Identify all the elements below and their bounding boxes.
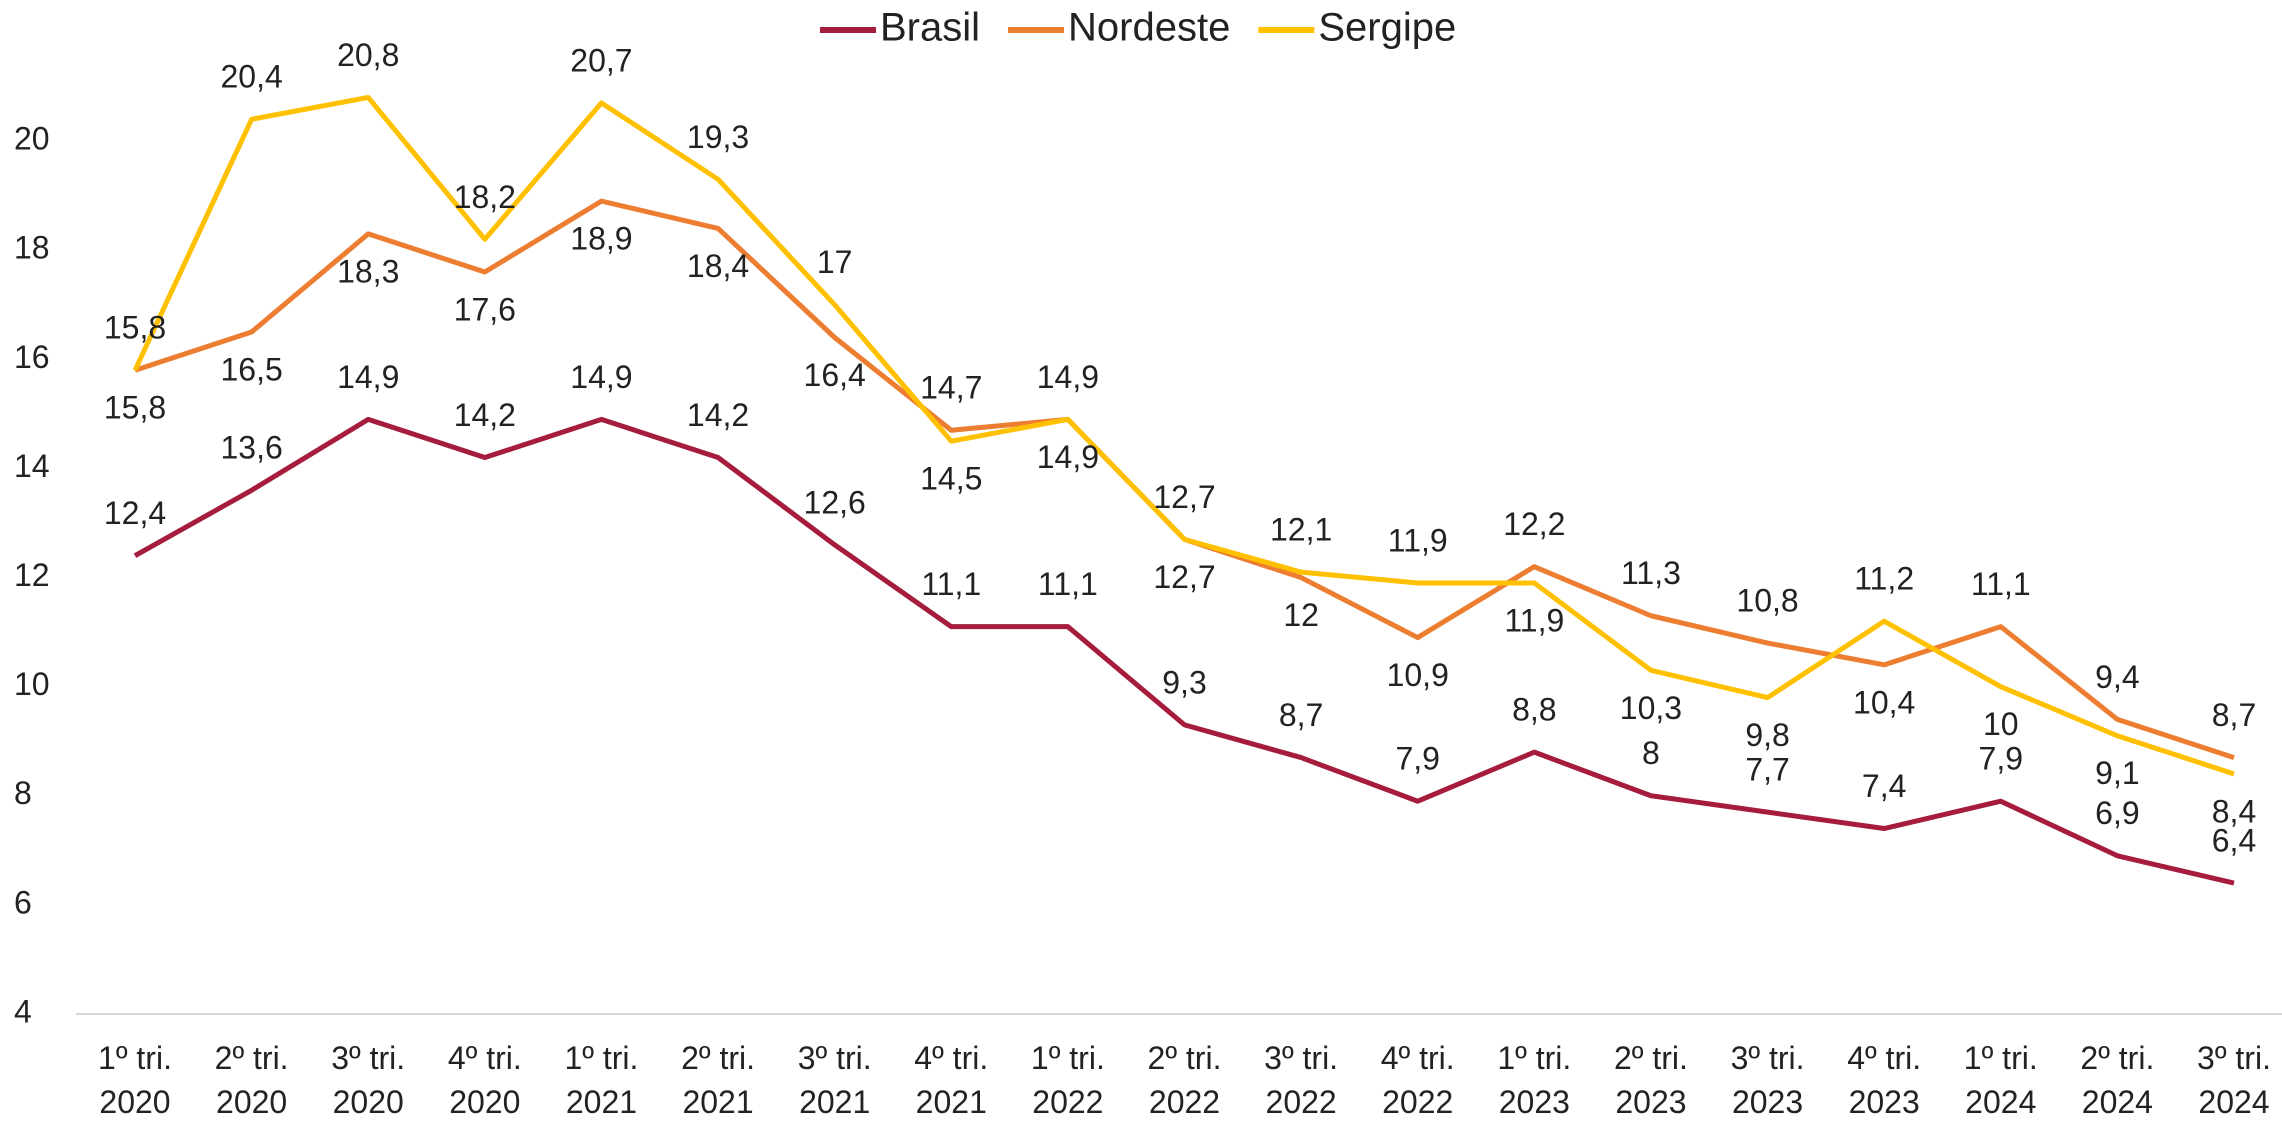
data-label: 12,1 bbox=[1270, 512, 1332, 548]
x-tick-label: 2º tri. 2022 bbox=[1147, 1040, 1222, 1120]
data-label: 7,7 bbox=[1745, 752, 1789, 788]
data-label: 7,9 bbox=[1395, 741, 1439, 777]
x-tick-label: 1º tri. 2020 bbox=[98, 1040, 172, 1120]
y-tick-label: 18 bbox=[14, 230, 50, 266]
x-tick-label: 2º tri. 2024 bbox=[2080, 1040, 2155, 1120]
data-label: 8,7 bbox=[2212, 697, 2256, 733]
data-label: 12,4 bbox=[104, 495, 166, 531]
data-label: 14,7 bbox=[920, 370, 982, 406]
line-series bbox=[133, 416, 2235, 886]
y-tick-label: 4 bbox=[14, 993, 32, 1029]
x-tick-label: 3º tri. 2023 bbox=[1730, 1040, 1805, 1120]
x-tick-label: 1º tri. 2024 bbox=[1963, 1040, 2038, 1120]
data-label: 18,2 bbox=[454, 179, 516, 215]
data-label: 17,6 bbox=[454, 291, 516, 327]
data-label: 6,9 bbox=[2095, 795, 2139, 831]
legend-label: Nordeste bbox=[1068, 6, 1230, 50]
y-tick-label: 14 bbox=[14, 448, 50, 484]
data-label: 10 bbox=[1983, 706, 2019, 742]
y-tick-label: 8 bbox=[14, 775, 32, 811]
data-label: 15,8 bbox=[104, 310, 166, 346]
legend-label: Sergipe bbox=[1318, 6, 1456, 50]
y-tick-label: 12 bbox=[14, 557, 50, 593]
data-label: 8 bbox=[1642, 735, 1660, 771]
data-label: 14,9 bbox=[337, 359, 399, 395]
data-label: 17 bbox=[817, 244, 853, 280]
data-label: 11,3 bbox=[1621, 555, 1681, 591]
data-label: 14,2 bbox=[454, 397, 516, 433]
data-label: 14,9 bbox=[570, 359, 632, 395]
data-label: 12,2 bbox=[1503, 506, 1565, 542]
data-label: 10,3 bbox=[1620, 690, 1682, 726]
data-label: 11,9 bbox=[1388, 522, 1448, 558]
y-tick-label: 16 bbox=[14, 339, 50, 375]
data-label: 11,1 bbox=[921, 566, 981, 602]
data-label: 9,8 bbox=[1745, 717, 1789, 753]
y-tick-label: 20 bbox=[14, 121, 50, 157]
x-tick-label: 2º tri. 2023 bbox=[1613, 1040, 1688, 1120]
data-label: 11,9 bbox=[1504, 602, 1564, 638]
data-label: 9,1 bbox=[2095, 755, 2139, 791]
data-label: 13,6 bbox=[220, 430, 282, 466]
y-tick-label: 6 bbox=[14, 884, 32, 920]
x-tick-label: 3º tri. 2021 bbox=[797, 1040, 872, 1120]
data-label: 7,9 bbox=[1979, 741, 2023, 777]
data-label: 12 bbox=[1283, 597, 1319, 633]
line-series bbox=[132, 94, 2235, 777]
data-label: 14,9 bbox=[1037, 439, 1099, 475]
data-label: 18,3 bbox=[337, 253, 399, 289]
data-label: 8,4 bbox=[2212, 793, 2256, 829]
legend-label: Brasil bbox=[880, 6, 980, 50]
data-label: 12,7 bbox=[1153, 559, 1215, 595]
data-label: 6,4 bbox=[2212, 823, 2256, 859]
x-tick-label: 4º tri. 2021 bbox=[914, 1040, 989, 1120]
data-label: 9,4 bbox=[2095, 659, 2139, 695]
x-tick-label: 4º tri. 2023 bbox=[1847, 1040, 1922, 1120]
data-label: 11,1 bbox=[1038, 566, 1098, 602]
data-label: 7,4 bbox=[1862, 768, 1906, 804]
x-tick-label: 1º tri. 2021 bbox=[564, 1040, 639, 1120]
data-label: 14,9 bbox=[1037, 359, 1099, 395]
x-tick-label: 4º tri. 2022 bbox=[1380, 1040, 1455, 1120]
y-tick-label: 10 bbox=[14, 666, 50, 702]
data-label: 16,5 bbox=[220, 352, 282, 388]
data-label: 18,9 bbox=[570, 221, 632, 257]
data-label: 8,8 bbox=[1512, 692, 1556, 728]
data-label: 16,4 bbox=[804, 357, 866, 393]
data-label: 14,5 bbox=[920, 461, 982, 497]
data-label: 15,8 bbox=[104, 390, 166, 426]
data-label: 12,7 bbox=[1153, 479, 1215, 515]
x-tick-label: 1º tri. 2023 bbox=[1497, 1040, 1572, 1120]
x-tick-label: 3º tri. 2024 bbox=[2197, 1040, 2271, 1120]
x-tick-label: 3º tri. 2020 bbox=[331, 1040, 406, 1120]
data-label: 20,4 bbox=[220, 59, 282, 95]
data-label: 10,4 bbox=[1853, 684, 1915, 720]
x-tick-label: 2º tri. 2020 bbox=[214, 1040, 289, 1120]
data-label: 20,7 bbox=[570, 42, 632, 78]
data-label: 11,2 bbox=[1854, 561, 1914, 597]
x-tick-label: 1º tri. 2022 bbox=[1030, 1040, 1105, 1120]
data-label: 19,3 bbox=[687, 119, 749, 155]
data-label: 10,8 bbox=[1736, 582, 1798, 618]
x-tick-label: 4º tri. 2020 bbox=[447, 1040, 522, 1120]
data-label: 11,1 bbox=[1971, 566, 2031, 602]
data-label: 18,4 bbox=[687, 248, 749, 284]
data-label: 14,2 bbox=[687, 397, 749, 433]
data-label: 10,9 bbox=[1387, 657, 1449, 693]
x-tick-label: 3º tri. 2022 bbox=[1264, 1040, 1339, 1120]
data-label: 20,8 bbox=[337, 37, 399, 73]
data-label: 9,3 bbox=[1162, 664, 1206, 700]
data-label: 12,6 bbox=[804, 484, 866, 520]
x-tick-label: 2º tri. 2021 bbox=[681, 1040, 755, 1120]
data-label: 8,7 bbox=[1279, 697, 1323, 733]
